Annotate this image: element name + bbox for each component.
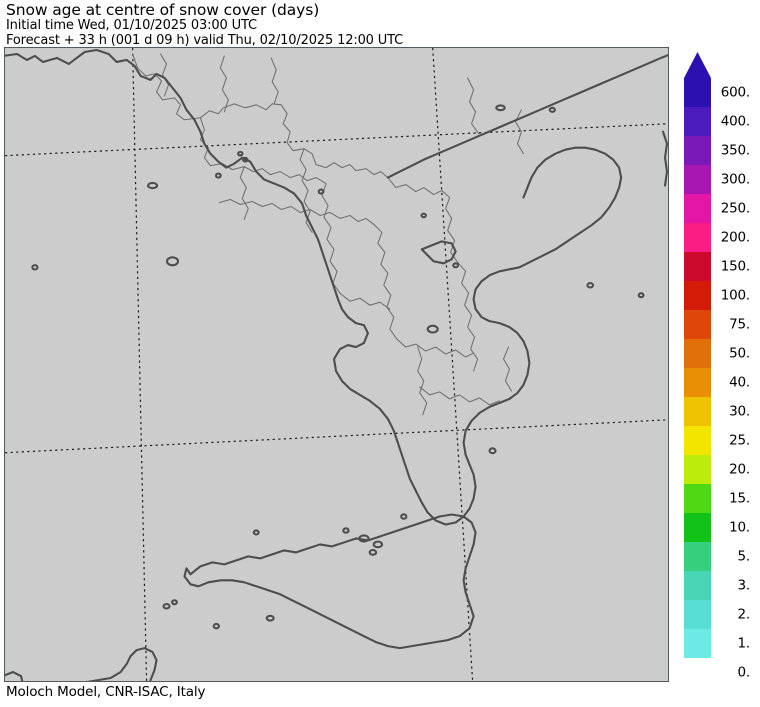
coastline-tunisia-island bbox=[5, 670, 24, 681]
coastline-ligurian-tyrrhenian-northwest bbox=[5, 48, 308, 217]
island-small-f bbox=[420, 212, 427, 219]
colorbar-tick-label: 250. bbox=[720, 199, 750, 216]
island-small-o bbox=[548, 106, 556, 113]
island-small-h bbox=[488, 447, 497, 455]
header-text-block: Snow age at centre of snow cover (days) … bbox=[6, 2, 666, 48]
island-aeolian-e bbox=[400, 513, 408, 520]
colorbar-band bbox=[684, 223, 711, 253]
colorbar-band bbox=[684, 78, 711, 108]
colorbar-band bbox=[684, 281, 711, 311]
island-elba bbox=[165, 256, 180, 267]
colorbar-tick-label: 0. bbox=[737, 663, 751, 680]
colorbar-tick-label: 15. bbox=[729, 489, 750, 506]
coastline-sicily bbox=[183, 513, 477, 650]
coastline-adriatic-north bbox=[386, 54, 668, 179]
colorbar-band bbox=[684, 542, 711, 572]
colorbar-tick-label: 75. bbox=[729, 315, 750, 332]
island-egadi bbox=[265, 614, 275, 622]
latitude-line-lower bbox=[5, 419, 668, 454]
map-canvas bbox=[5, 48, 668, 681]
colorbar-tick-label: 25. bbox=[729, 431, 750, 448]
island-small-l bbox=[162, 602, 171, 610]
colorbar-band bbox=[684, 513, 711, 543]
colorbar-tick-label: 200. bbox=[720, 228, 750, 245]
map-background bbox=[5, 48, 668, 681]
colorbar-band bbox=[684, 484, 711, 514]
region-borders-group bbox=[132, 53, 524, 416]
island-aeolian-c bbox=[372, 540, 384, 549]
initial-time-line: Initial time Wed, 01/10/2025 03:00 UTC bbox=[6, 18, 257, 33]
colorbar bbox=[684, 52, 711, 658]
colorbar-band bbox=[684, 310, 711, 340]
colorbar-tick-label: 600. bbox=[720, 83, 750, 100]
colorbar-tick-label: 5. bbox=[737, 547, 751, 564]
colorbar-tick-label: 50. bbox=[729, 344, 750, 361]
footer-credit: Moloch Model, CNR-ISAC, Italy bbox=[6, 684, 206, 700]
colorbar-arrow-cap bbox=[684, 52, 711, 78]
colorbar-tick-label: 150. bbox=[720, 257, 750, 274]
colorbar-band bbox=[684, 368, 711, 398]
island-aeolian-b bbox=[358, 534, 370, 543]
colorbar-band bbox=[684, 194, 711, 224]
island-corsica-dot bbox=[31, 264, 39, 271]
colorbar-tick-label: 10. bbox=[729, 518, 750, 535]
colorbar-band bbox=[684, 107, 711, 137]
island-small-n bbox=[495, 104, 506, 112]
colorbar-tick-label: 20. bbox=[729, 460, 750, 477]
island-small-k bbox=[171, 599, 178, 606]
island-small-c bbox=[147, 181, 159, 190]
coastline-adriatic-east-edge bbox=[661, 130, 668, 187]
colorbar-tick-label: 40. bbox=[729, 373, 750, 390]
island-aeolian-d bbox=[368, 548, 378, 556]
colorbar-band bbox=[684, 600, 711, 630]
colorbar-tick-label: 3. bbox=[737, 576, 751, 593]
colorbar-band bbox=[684, 571, 711, 601]
colorbar-tick-label: 2. bbox=[737, 605, 751, 622]
island-small-a bbox=[214, 172, 222, 179]
colorbar-canvas bbox=[684, 52, 711, 658]
coastline-adriatic-south bbox=[518, 146, 623, 269]
island-small-i bbox=[252, 529, 260, 536]
colorbar-tick-label: 400. bbox=[720, 112, 750, 129]
colorbar-tick-label: 300. bbox=[720, 170, 750, 187]
island-small-m bbox=[637, 292, 645, 299]
colorbar-band bbox=[684, 136, 711, 166]
island-small-b bbox=[242, 156, 249, 163]
colorbar-tick-label: 350. bbox=[720, 141, 750, 158]
colorbar-band bbox=[684, 397, 711, 427]
coastline-calabria-toe bbox=[472, 266, 531, 400]
colorbar-band bbox=[684, 426, 711, 456]
colorbar-band bbox=[684, 455, 711, 485]
colorbar-band bbox=[684, 339, 711, 369]
graticule-group bbox=[5, 48, 668, 681]
island-tremiti bbox=[586, 282, 595, 289]
colorbar-tick-labels: 600. 400. 350. 300. 250. 200. 150. 100. 75. 50. 40… bbox=[700, 52, 751, 678]
island-aeolian-a bbox=[342, 527, 350, 534]
colorbar-band bbox=[684, 629, 711, 658]
colorbar-tick-label: 100. bbox=[720, 286, 750, 303]
coastline-gargano-promontory bbox=[420, 240, 457, 265]
colorbar-tick-label: 1. bbox=[737, 634, 751, 651]
latitude-line-upper bbox=[5, 123, 668, 157]
coastline-group bbox=[5, 48, 668, 681]
colorbar-band bbox=[684, 165, 711, 195]
map-panel[interactable] bbox=[4, 47, 669, 682]
island-small-e bbox=[452, 262, 460, 269]
colorbar-tick-label: 30. bbox=[729, 402, 750, 419]
forecast-validity-line: Forecast + 33 h (001 d 09 h) valid Thu, … bbox=[6, 32, 404, 48]
island-small-d bbox=[317, 188, 325, 195]
island-small-p bbox=[237, 150, 244, 157]
island-small-g bbox=[426, 324, 439, 334]
coastline-tunisia-northeast bbox=[86, 647, 158, 681]
colorbar-band bbox=[684, 252, 711, 282]
colorbar-bands-group bbox=[684, 52, 711, 658]
page-title: Snow age at centre of snow cover (days) bbox=[6, 1, 320, 19]
small-islands-group bbox=[31, 104, 645, 630]
island-small-j bbox=[212, 622, 221, 630]
coastline-tyrrhenian-central bbox=[305, 214, 511, 526]
